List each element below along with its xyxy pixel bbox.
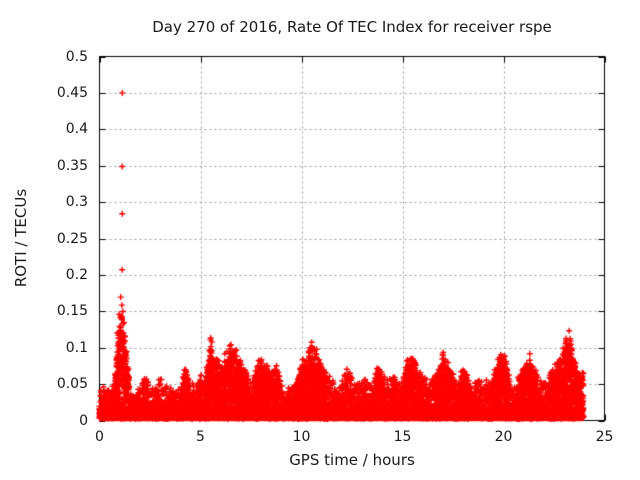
y-tick-label: 0.25 (56, 230, 88, 247)
y-tick-label: 0.4 (65, 121, 88, 138)
x-tick-label: 5 (196, 429, 205, 445)
x-tick-label: 10 (292, 429, 311, 445)
y-tick-label: 0.05 (56, 376, 88, 393)
chart-title: Day 270 of 2016, Rate Of TEC Index for r… (152, 18, 552, 36)
y-tick-label: 0.35 (56, 157, 88, 174)
y-axis-label: ROTI / TECUs (12, 188, 30, 288)
y-tick-label: 0.3 (65, 194, 88, 211)
y-tick-label: 0.45 (56, 84, 88, 101)
x-tick-label: 25 (595, 429, 614, 445)
x-axis-label: GPS time / hours (289, 451, 415, 469)
y-tick-label: 0.1 (65, 339, 88, 356)
x-tick-label: 0 (95, 429, 104, 445)
x-tick-label: 15 (393, 429, 412, 445)
y-tick-label: 0.5 (65, 48, 88, 65)
y-tick-label: 0.15 (56, 303, 88, 320)
x-tick-label: 20 (494, 429, 513, 445)
y-tick-label: 0 (79, 412, 88, 429)
y-tick-label: 0.2 (65, 266, 88, 283)
